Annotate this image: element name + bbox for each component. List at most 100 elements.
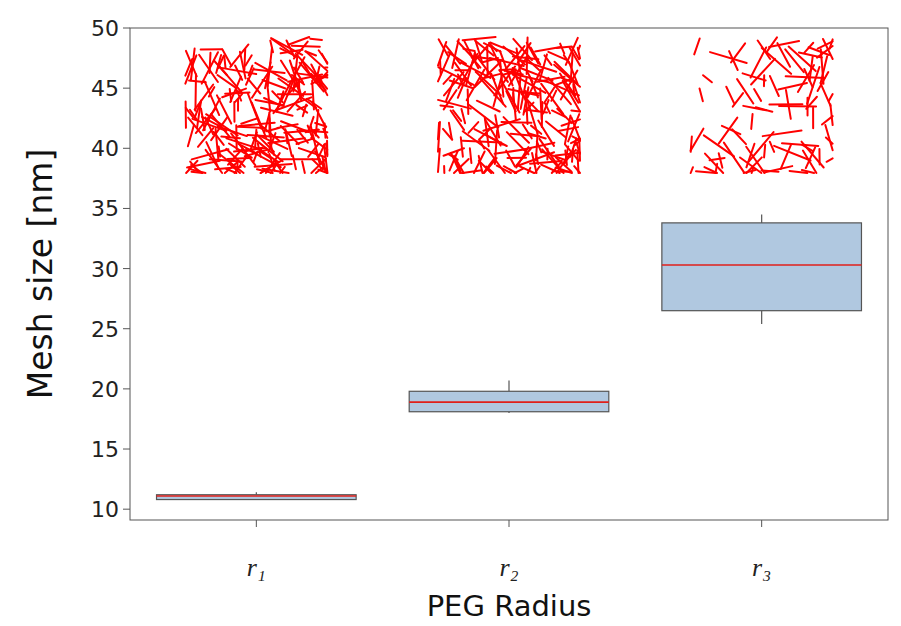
filament: [448, 154, 457, 160]
filament: [521, 78, 527, 108]
y-tick: [123, 328, 130, 329]
filament: [461, 137, 463, 156]
filament: [296, 54, 322, 81]
y-tick: [123, 28, 130, 29]
filament: [812, 108, 814, 128]
filament: [751, 47, 766, 77]
filament: [790, 171, 808, 173]
filament: [703, 75, 712, 82]
filament: [820, 83, 830, 106]
y-tick-label: 25: [91, 317, 119, 342]
y-axis-title: Mesh size [nm]: [21, 149, 60, 400]
lower-whisker: [761, 311, 762, 324]
filament: [531, 48, 541, 65]
filament: [754, 89, 761, 101]
filament: [578, 48, 580, 59]
filament: [269, 143, 274, 155]
filament: [489, 136, 503, 144]
filament: [438, 100, 471, 109]
filament: [201, 48, 222, 50]
filament: [255, 130, 256, 148]
filament: [188, 125, 194, 146]
filament: [779, 105, 816, 107]
filament: [523, 143, 554, 150]
filament: [444, 148, 464, 156]
filament: [495, 130, 497, 163]
filament: [724, 143, 744, 173]
filament: [732, 129, 746, 144]
filament: [451, 111, 464, 130]
filament: [517, 165, 534, 173]
filament: [526, 91, 528, 124]
filament: [255, 70, 285, 73]
filament: [202, 52, 218, 83]
filament: [280, 48, 297, 56]
filament: [243, 49, 246, 70]
y-tick-label: 15: [91, 437, 119, 462]
filament: [443, 166, 445, 173]
filament: [238, 127, 266, 128]
filament: [226, 138, 261, 149]
filament: [467, 89, 470, 114]
filament: [467, 70, 485, 101]
filament: [192, 119, 226, 131]
filament: [786, 76, 825, 78]
filament: [233, 102, 235, 122]
filament: [803, 151, 817, 173]
filament: [218, 153, 244, 173]
filament: [785, 49, 804, 72]
filament: [770, 76, 779, 96]
filament: [323, 168, 327, 173]
box: [157, 495, 357, 500]
filament: [770, 142, 774, 152]
filament: [523, 124, 532, 138]
x-tick-label: r₁: [247, 553, 266, 582]
filament: [219, 67, 257, 74]
filament: [195, 84, 214, 109]
filament: [762, 48, 791, 74]
filament: [521, 60, 556, 71]
filament: [474, 151, 485, 173]
boxes: [157, 214, 862, 499]
filament: [491, 46, 501, 67]
filament: [571, 53, 573, 77]
filament: [818, 41, 833, 48]
filament: [802, 145, 812, 151]
filament: [510, 73, 549, 82]
filament: [827, 158, 833, 161]
x-tick: [761, 520, 762, 527]
y-tick: [123, 148, 130, 149]
y-tick-label: 30: [91, 257, 119, 282]
filament: [746, 144, 754, 168]
y-tick-label: 50: [91, 16, 119, 41]
filament: [751, 114, 752, 129]
filament: [825, 125, 832, 150]
filament: [307, 99, 321, 109]
filament: [292, 46, 320, 47]
filament: [190, 162, 197, 171]
filament: [245, 55, 251, 65]
filament: [535, 166, 540, 173]
filament: [564, 55, 570, 64]
y-tick: [123, 388, 130, 389]
median: [662, 264, 862, 266]
chart: 101520253035404550r₁r₂r₃Mesh size [nm]PE…: [0, 0, 901, 626]
y-tick-label: 45: [91, 76, 119, 101]
filament: [186, 108, 193, 117]
median: [157, 495, 357, 497]
filament: [438, 122, 440, 152]
filament: [308, 144, 318, 156]
filament: [268, 48, 272, 86]
filament: [700, 89, 703, 102]
filament: [201, 108, 205, 130]
filament: [694, 39, 699, 55]
filament: [206, 142, 218, 169]
filament: [512, 88, 514, 102]
filament: [311, 138, 327, 150]
box: [662, 223, 862, 311]
filament: [568, 85, 576, 96]
filament: [316, 167, 323, 173]
filament: [278, 93, 311, 95]
filament: [247, 135, 283, 138]
filament: [562, 119, 580, 125]
